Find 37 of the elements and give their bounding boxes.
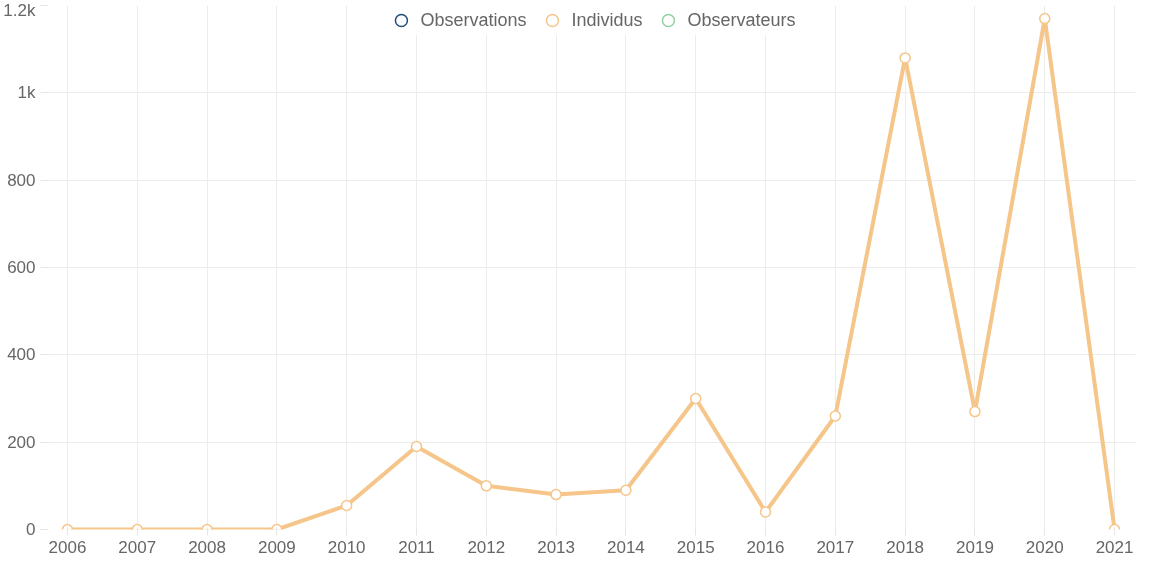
- x-tick-label: 2017: [816, 537, 855, 557]
- x-tick-label: 2010: [327, 537, 366, 557]
- x-tick-label: 2019: [956, 537, 994, 557]
- x-tick-label: 2018: [886, 537, 925, 557]
- x-tick-label: 2020: [1025, 537, 1064, 557]
- y-tick-label: 1k: [17, 83, 36, 103]
- point: [550, 488, 562, 501]
- x-tick-label: 2006: [48, 537, 87, 557]
- x-tick-label: 2014: [606, 537, 645, 557]
- x-tick-label: 2011: [398, 537, 435, 557]
- legend-label: Observateurs: [687, 9, 796, 31]
- point: [829, 410, 842, 422]
- point: [689, 392, 702, 405]
- point: [620, 484, 632, 496]
- y-tick-label: 200: [7, 432, 36, 452]
- legend-label: Observations: [420, 9, 527, 31]
- x-tick-label: 2007: [118, 537, 157, 557]
- point: [480, 480, 493, 492]
- x-tick-label: 2021: [1095, 537, 1134, 557]
- y-tick-label: 600: [7, 258, 36, 277]
- y-tick-label: 1.2k: [3, 0, 36, 20]
- y-tick-label: 800: [7, 170, 36, 190]
- point: [410, 440, 423, 453]
- x-tick-label: 2012: [467, 537, 506, 557]
- x-tick-label: 2013: [537, 537, 576, 557]
- y-tick-label: 400: [7, 345, 36, 365]
- x-tick-label: 2008: [188, 537, 226, 557]
- point: [969, 405, 981, 418]
- x-tick-label: 2016: [746, 537, 785, 557]
- point: [340, 499, 353, 512]
- point: [1039, 12, 1051, 25]
- x-tick-label: 2015: [676, 537, 715, 557]
- x-tick-label: 2009: [257, 537, 296, 557]
- point: [759, 506, 772, 518]
- legend-label: Individus: [571, 9, 643, 31]
- y-tick-label: 0: [26, 520, 36, 539]
- point: [899, 52, 911, 64]
